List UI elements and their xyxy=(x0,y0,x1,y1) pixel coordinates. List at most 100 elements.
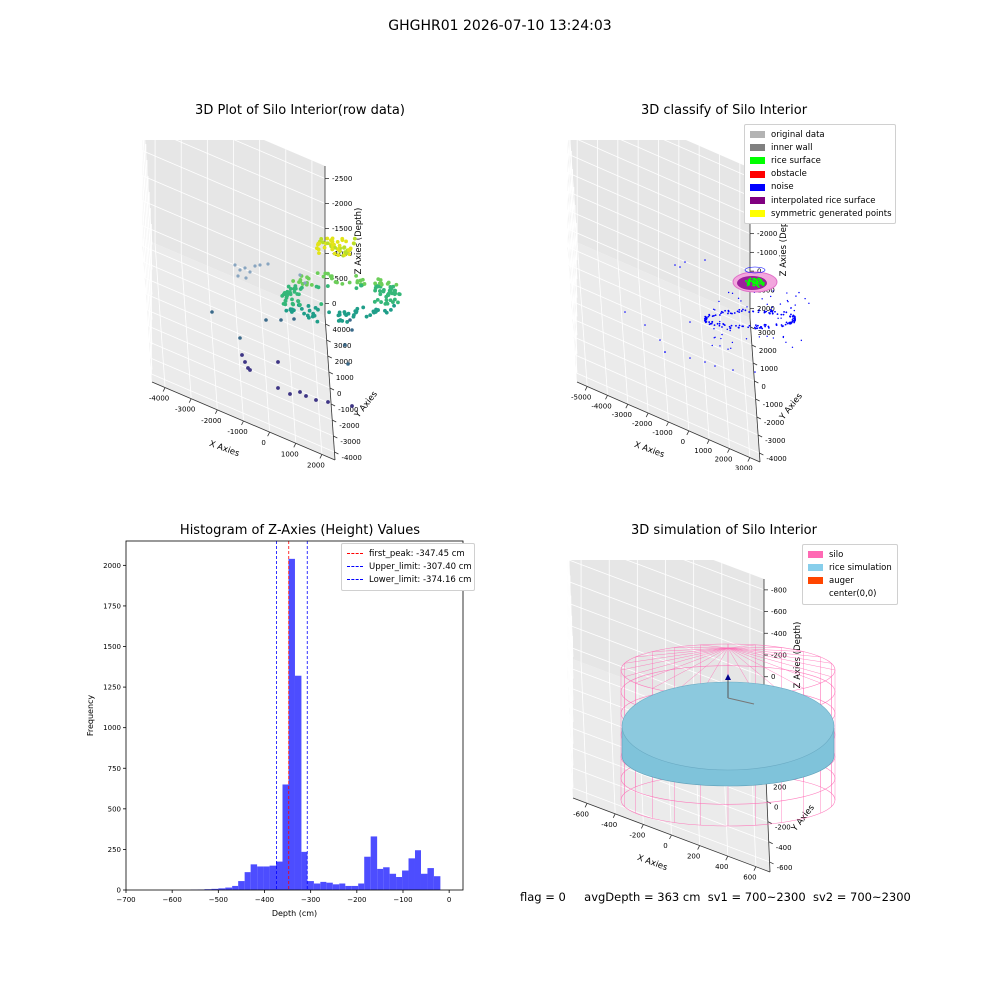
data-point xyxy=(714,309,716,311)
data-point xyxy=(243,266,247,270)
grid-line xyxy=(566,227,751,373)
data-point xyxy=(316,307,320,312)
data-point xyxy=(786,299,789,302)
data-point xyxy=(764,325,766,328)
data-point xyxy=(748,324,751,327)
data-point xyxy=(720,310,723,313)
data-point xyxy=(376,308,380,312)
histogram-bar xyxy=(276,861,283,890)
data-point xyxy=(378,289,382,293)
data-point xyxy=(309,283,314,287)
y-tick-label: -1000 xyxy=(763,401,783,409)
data-point xyxy=(789,307,792,309)
x-tick-label: 600 xyxy=(743,874,756,880)
data-point xyxy=(728,325,731,328)
silo-roof-wire xyxy=(635,647,729,658)
data-point xyxy=(771,310,774,313)
y-tick xyxy=(328,371,334,375)
z-tick-label: 0 xyxy=(757,268,761,276)
data-point xyxy=(735,324,737,327)
y-tick xyxy=(334,451,339,455)
data-point xyxy=(335,240,340,244)
y-tick-label: 1750 xyxy=(103,602,121,610)
data-point xyxy=(325,241,330,246)
histogram-bar xyxy=(238,881,245,890)
data-point xyxy=(732,369,734,371)
y-tick xyxy=(754,380,759,384)
data-point xyxy=(322,245,327,250)
data-point xyxy=(719,314,721,316)
data-point xyxy=(792,317,795,320)
x-tick xyxy=(612,813,616,819)
histogram-bar xyxy=(244,872,251,890)
y-tick-label: 1000 xyxy=(103,724,121,732)
data-point xyxy=(761,298,763,300)
data-point xyxy=(755,325,758,328)
data-point xyxy=(705,317,708,320)
data-point xyxy=(347,280,352,285)
legend-label: rice surface xyxy=(771,155,821,166)
data-point xyxy=(738,324,741,327)
data-point xyxy=(253,264,257,268)
grid-line xyxy=(571,767,769,843)
data-point xyxy=(791,318,794,321)
data-point xyxy=(299,306,304,311)
histogram-bar xyxy=(204,889,212,890)
y-axis-label: Frequency xyxy=(86,695,95,737)
center-marker xyxy=(725,674,731,680)
data-point xyxy=(352,236,357,241)
histogram-bar xyxy=(427,868,434,890)
x-tick xyxy=(584,803,588,808)
histogram-bar xyxy=(263,866,270,890)
data-point xyxy=(333,280,338,284)
data-point xyxy=(392,292,397,297)
data-point xyxy=(720,312,722,315)
legend-item-inner-wall: inner wall xyxy=(750,141,890,154)
grid-line xyxy=(151,373,335,453)
y-tick-label: 1000 xyxy=(336,374,354,382)
y-tick xyxy=(757,434,763,438)
data-point xyxy=(332,251,337,256)
data-point xyxy=(236,274,240,278)
data-point xyxy=(731,341,734,344)
data-point xyxy=(795,295,797,297)
x-tick xyxy=(727,448,730,453)
data-point xyxy=(624,311,626,313)
data-point xyxy=(758,309,761,312)
data-point xyxy=(775,324,778,327)
silo-roof-wire xyxy=(727,647,782,649)
grid-line xyxy=(574,354,759,436)
z-tick-label: 2000 xyxy=(757,305,775,313)
data-point xyxy=(258,263,262,267)
histogram-bar xyxy=(370,836,378,890)
data-point xyxy=(360,277,365,282)
data-point xyxy=(333,245,338,250)
data-point xyxy=(756,282,759,285)
data-point xyxy=(378,292,383,297)
grid-line xyxy=(141,224,326,370)
x-tick-label: 200 xyxy=(687,853,700,861)
data-point xyxy=(354,286,359,291)
z-tick-label: -2000 xyxy=(757,230,777,238)
data-point xyxy=(740,310,743,312)
swatch xyxy=(750,210,765,218)
histogram-bar xyxy=(414,850,421,890)
histogram-bar xyxy=(396,877,403,890)
data-point xyxy=(748,311,751,313)
legend-label: inner wall xyxy=(771,142,813,153)
data-point xyxy=(760,326,763,328)
data-point xyxy=(347,247,352,252)
grid-line xyxy=(566,140,751,279)
data-point xyxy=(713,328,715,330)
x-tick-label: -600 xyxy=(573,810,589,818)
histogram-bar xyxy=(345,885,352,890)
silo-roof-wire xyxy=(635,647,729,684)
data-point xyxy=(722,323,725,325)
data-point xyxy=(279,318,283,322)
data-point xyxy=(756,324,759,327)
data-point xyxy=(376,284,381,289)
y-tick-label: 1000 xyxy=(760,365,778,373)
y-tick-label: -1000 xyxy=(338,406,358,414)
x-tick xyxy=(747,457,751,462)
x-tick-label: 0 xyxy=(447,896,451,904)
